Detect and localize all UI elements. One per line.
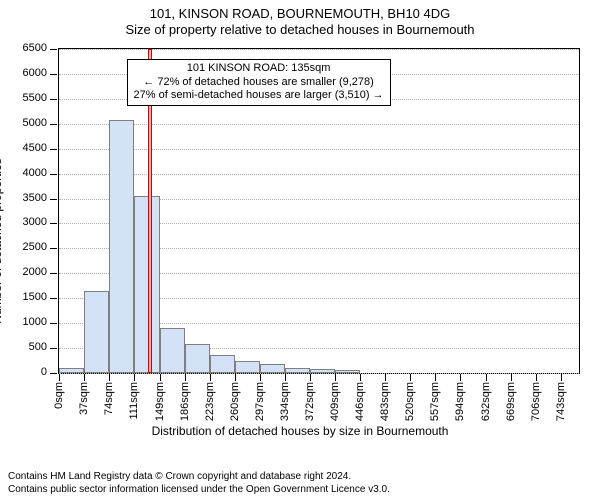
x-tick-label: 520sqm (404, 382, 416, 421)
gridline (59, 174, 579, 175)
y-tick-label: 2000 (23, 266, 47, 278)
x-tick-label: 372sqm (304, 382, 316, 421)
footer: Contains HM Land Registry data © Crown c… (8, 471, 592, 496)
footer-line1: Contains HM Land Registry data © Crown c… (8, 471, 592, 484)
x-tick-label: 186sqm (179, 382, 191, 421)
x-tick-label: 483sqm (379, 382, 391, 421)
title-line-1: 101, KINSON ROAD, BOURNEMOUTH, BH10 4DG (0, 0, 600, 22)
y-tick-label: 4500 (23, 142, 47, 154)
y-tick-label: 1500 (23, 291, 47, 303)
histogram-bar (285, 368, 311, 373)
x-tick-label: 557sqm (429, 382, 441, 421)
y-tick-label: 6000 (23, 67, 47, 79)
y-tick-label: 0 (41, 366, 47, 378)
y-tick-label: 4000 (23, 167, 47, 179)
x-tick-label: 334sqm (279, 382, 291, 421)
x-tick-label: 74sqm (103, 382, 115, 415)
x-tick-label: 446sqm (354, 382, 366, 421)
gridline (59, 124, 579, 125)
plot-area: 0500100015002000250030003500400045005000… (58, 48, 580, 374)
x-tick-label: 223sqm (204, 382, 216, 421)
y-tick-label: 3000 (23, 216, 47, 228)
annotation-line2: ← 72% of detached houses are smaller (9,… (134, 76, 384, 90)
histogram-bar (109, 120, 134, 373)
histogram-bar (160, 328, 185, 373)
histogram-bar (185, 344, 210, 373)
annotation-box: 101 KINSON ROAD: 135sqm← 72% of detached… (127, 59, 391, 106)
annotation-line1: 101 KINSON ROAD: 135sqm (134, 62, 384, 76)
annotation-line3: 27% of semi-detached houses are larger (… (134, 89, 384, 103)
x-tick-label: 111sqm (128, 382, 140, 420)
histogram-bar (235, 361, 260, 373)
x-tick-label: 37sqm (78, 382, 90, 415)
gridline (59, 373, 579, 374)
x-tick-label: 743sqm (555, 382, 567, 421)
histogram-bar (210, 355, 235, 373)
y-axis-label: Number of detached properties (0, 158, 4, 323)
y-tick-label: 2500 (23, 241, 47, 253)
y-tick-label: 3500 (23, 192, 47, 204)
x-tick-label: 149sqm (154, 382, 166, 421)
y-tick-label: 1000 (23, 316, 47, 328)
histogram-bar (310, 369, 335, 373)
x-tick-label: 0sqm (53, 382, 65, 409)
y-tick-label: 6500 (23, 42, 47, 54)
histogram-bar (84, 291, 109, 373)
histogram-bar (134, 196, 160, 373)
x-tick-label: 409sqm (329, 382, 341, 421)
y-tick-label: 500 (29, 341, 47, 353)
x-tick-label: 594sqm (454, 382, 466, 421)
chart-region: Number of detached properties 0500100015… (0, 42, 600, 440)
x-tick-label: 706sqm (530, 382, 542, 421)
x-tick-label: 669sqm (505, 382, 517, 421)
title-line-2: Size of property relative to detached ho… (0, 22, 600, 38)
histogram-bar (260, 364, 285, 373)
gridline (59, 49, 579, 50)
gridline (59, 149, 579, 150)
footer-line2: Contains public sector information licen… (8, 484, 592, 497)
histogram-bar (335, 370, 360, 373)
x-tick-label: 632sqm (480, 382, 492, 421)
x-tick-label: 260sqm (229, 382, 241, 421)
y-tick-label: 5500 (23, 92, 47, 104)
x-tick-label: 297sqm (254, 382, 266, 421)
x-axis-label: Distribution of detached houses by size … (0, 424, 600, 438)
y-tick-label: 5000 (23, 117, 47, 129)
histogram-bar (59, 368, 84, 373)
